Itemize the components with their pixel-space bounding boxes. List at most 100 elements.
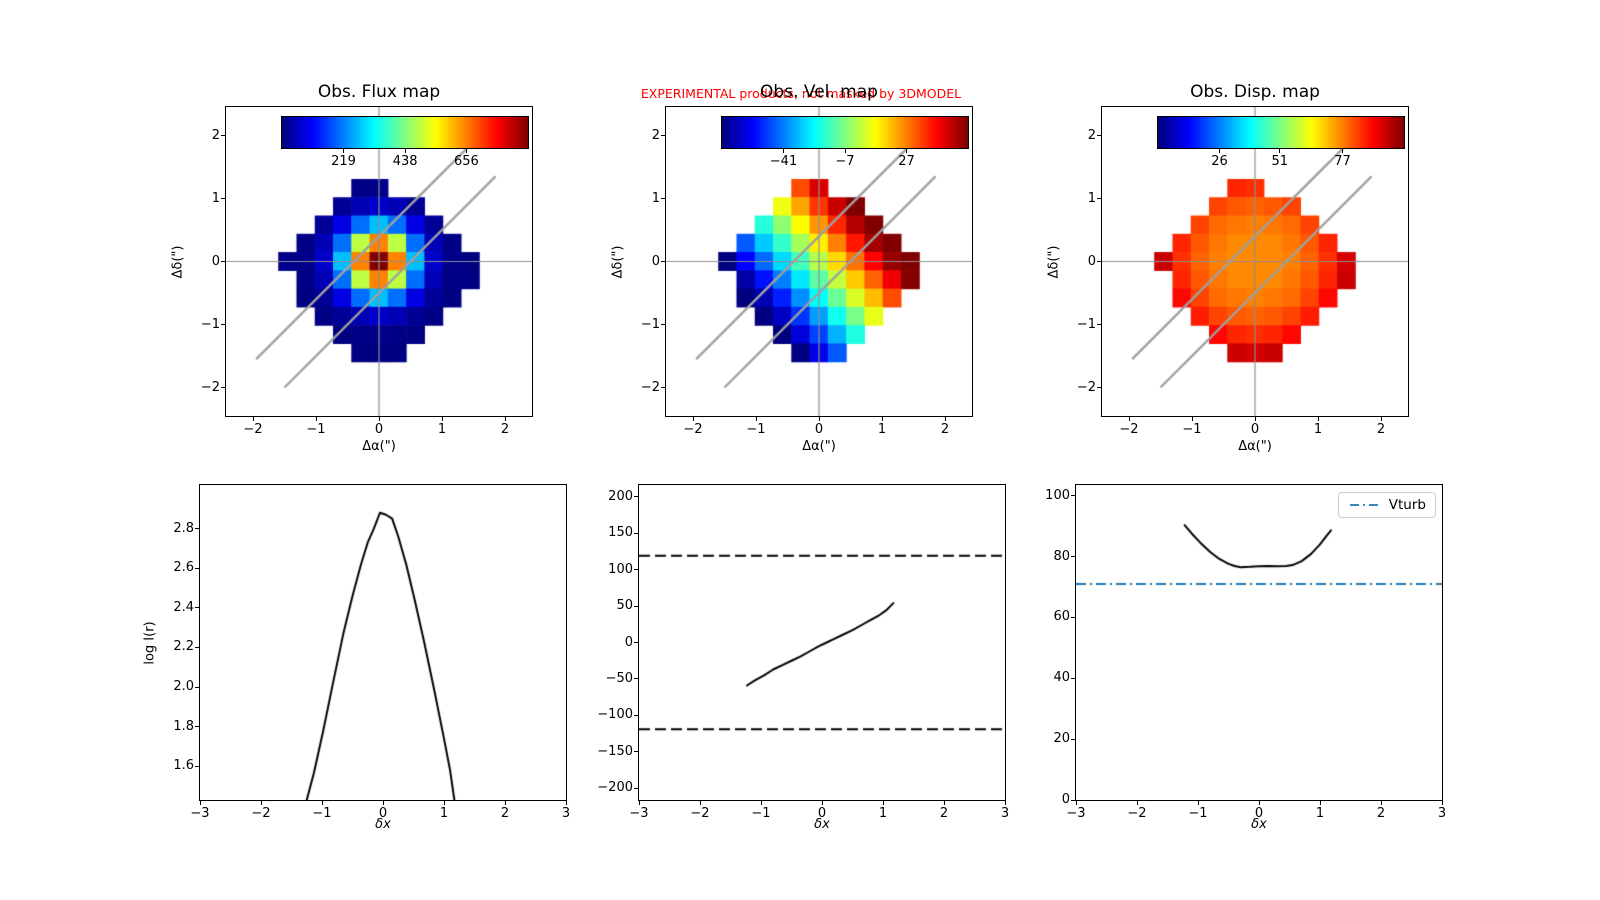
y-tick-mark bbox=[221, 135, 225, 136]
x-tick-label: 0 bbox=[817, 806, 827, 821]
x-tick-mark bbox=[565, 801, 567, 805]
colorbar-tick-label: 219 bbox=[331, 154, 356, 169]
x-tick-mark bbox=[1380, 417, 1382, 421]
y-tick-mark bbox=[634, 714, 638, 716]
x-tick-mark bbox=[882, 801, 884, 805]
y-tick-label: 2 bbox=[1087, 127, 1096, 143]
y-tick-label: 0 bbox=[651, 253, 660, 269]
x-tick-label: −1 bbox=[306, 422, 326, 437]
flux-xlabel: Δα(") bbox=[362, 439, 396, 454]
y-tick-mark bbox=[661, 387, 665, 388]
y-tick-mark bbox=[1071, 799, 1075, 801]
colorbar-tick-label: 51 bbox=[1271, 154, 1289, 169]
x-tick-mark bbox=[441, 417, 443, 421]
flux-map-subplot: Obs. Flux map Δδ(") Δα(") 219 438 656 −2 −1 0… bbox=[171, 82, 533, 454]
x-tick-mark bbox=[638, 801, 640, 805]
y-tick-label: 1.8 bbox=[173, 718, 194, 734]
y-tick-mark bbox=[634, 569, 638, 571]
vturb-dashdot-line-icon bbox=[1349, 504, 1380, 506]
x-tick-label: 1 bbox=[439, 806, 449, 821]
flux-profile-subplot: log I(r) δx −3 −2 −1 0 1 2 3 2.8 2.6 2.4 2.2 2.0 1.8… bbox=[143, 484, 570, 832]
y-tick-label: 2 bbox=[651, 127, 660, 143]
x-tick-label: 3 bbox=[1437, 806, 1447, 821]
y-tick-label: 1 bbox=[1087, 190, 1096, 206]
y-tick-label: 0 bbox=[1061, 792, 1070, 807]
x-tick-mark bbox=[1075, 801, 1077, 805]
x-tick-label: 2 bbox=[500, 806, 510, 821]
y-tick-mark bbox=[195, 528, 199, 530]
x-tick-label: −2 bbox=[683, 422, 703, 437]
x-tick-mark bbox=[504, 417, 506, 421]
velocity-profile-xlabel: δx bbox=[814, 817, 830, 832]
velocity-xlabel: Δα(") bbox=[802, 439, 836, 454]
velocity-colorbar bbox=[721, 116, 969, 149]
velocity-profile-subplot: δx −3 −2 −1 0 1 2 3 200 150 100 50 0 −50 −100 −150 −200 bbox=[597, 484, 1009, 832]
y-tick-mark bbox=[221, 198, 225, 199]
y-tick-label: 2 bbox=[211, 127, 220, 143]
x-tick-label: 2 bbox=[940, 422, 950, 437]
y-tick-label: 1.6 bbox=[173, 758, 194, 774]
y-tick-label: −2 bbox=[1076, 379, 1096, 395]
x-tick-mark bbox=[1128, 417, 1130, 421]
x-tick-label: 2 bbox=[500, 422, 510, 437]
y-tick-mark bbox=[634, 787, 638, 789]
y-tick-mark bbox=[221, 387, 225, 388]
y-tick-label: −50 bbox=[605, 670, 633, 686]
legend: Vturb bbox=[1337, 492, 1436, 518]
x-tick-label: −2 bbox=[1119, 422, 1139, 437]
colorbar-tick-label: 656 bbox=[454, 154, 479, 169]
y-tick-label: 100 bbox=[1045, 487, 1070, 503]
x-tick-label: 0 bbox=[1254, 806, 1264, 821]
y-tick-mark bbox=[195, 567, 199, 569]
x-tick-label: −2 bbox=[251, 806, 271, 821]
x-tick-label: −3 bbox=[190, 806, 210, 821]
x-tick-mark bbox=[1380, 801, 1382, 805]
y-tick-mark bbox=[1097, 198, 1101, 199]
x-tick-label: −1 bbox=[751, 806, 771, 821]
colorbar-tick-label: 438 bbox=[392, 154, 418, 169]
x-tick-mark bbox=[252, 417, 254, 421]
colorbar-tick-mark bbox=[465, 149, 467, 153]
x-tick-label: 1 bbox=[437, 422, 447, 437]
x-tick-label: −1 bbox=[312, 806, 332, 821]
x-tick-label: −1 bbox=[746, 422, 766, 437]
y-tick-mark bbox=[1097, 324, 1101, 325]
y-tick-label: 2.6 bbox=[173, 560, 194, 576]
x-tick-mark bbox=[944, 417, 946, 421]
y-tick-mark bbox=[661, 261, 665, 262]
x-tick-mark bbox=[821, 801, 823, 805]
y-tick-mark bbox=[634, 751, 638, 753]
colorbar-tick-mark bbox=[1219, 149, 1220, 153]
y-tick-label: 60 bbox=[1053, 609, 1070, 625]
y-tick-mark bbox=[1071, 616, 1075, 618]
x-tick-label: 0 bbox=[374, 422, 384, 437]
x-tick-label: 0 bbox=[1250, 422, 1260, 437]
y-tick-mark bbox=[195, 607, 199, 609]
y-tick-label: 0 bbox=[1087, 253, 1096, 269]
x-tick-label: 0 bbox=[814, 422, 824, 437]
flux-map-title: Obs. Flux map bbox=[317, 82, 441, 102]
y-tick-label: 80 bbox=[1053, 548, 1070, 564]
y-tick-label: −1 bbox=[200, 316, 220, 332]
x-tick-label: 1 bbox=[878, 806, 888, 821]
y-tick-mark bbox=[221, 261, 225, 262]
x-tick-label: 3 bbox=[561, 806, 571, 821]
y-tick-mark bbox=[634, 532, 638, 534]
y-tick-label: 100 bbox=[608, 561, 633, 577]
colorbar-tick-mark bbox=[343, 149, 345, 153]
x-tick-mark bbox=[504, 801, 506, 805]
dispersion-profile-subplot: Vturb δx −3 −2 −1 0 1 2 3 100 80 60 40 20 0 bbox=[1045, 484, 1446, 832]
colorbar-tick-label: −7 bbox=[835, 154, 855, 169]
x-tick-mark bbox=[699, 801, 701, 805]
flux-colorbar-gradient bbox=[282, 117, 528, 148]
x-tick-label: −2 bbox=[690, 806, 710, 821]
flux-colorbar bbox=[281, 116, 529, 149]
x-tick-mark bbox=[443, 801, 445, 805]
y-tick-label: 1 bbox=[211, 190, 220, 206]
y-tick-mark bbox=[1071, 556, 1075, 558]
flux-profile-xlabel: δx bbox=[375, 817, 391, 832]
dispersion-colorbar-gradient bbox=[1158, 117, 1404, 148]
y-tick-mark bbox=[1071, 738, 1075, 740]
dispersion-map-canvas bbox=[1102, 107, 1408, 416]
x-tick-mark bbox=[692, 417, 694, 421]
